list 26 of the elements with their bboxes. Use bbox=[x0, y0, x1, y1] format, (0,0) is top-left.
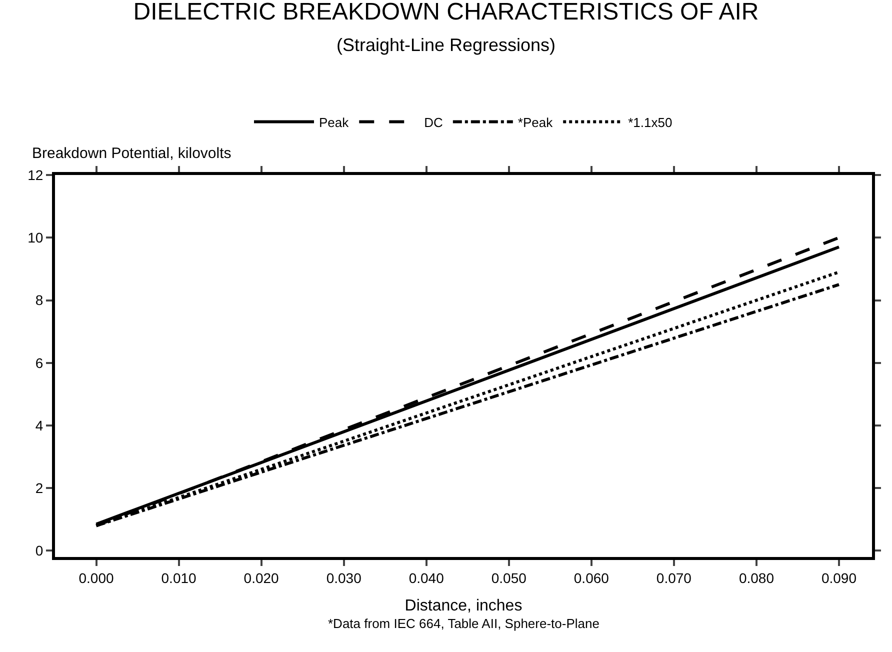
x-axis-title: Distance, inches bbox=[404, 598, 522, 614]
y-tick-label: 2 bbox=[35, 480, 44, 496]
x-tick-label: 0.020 bbox=[244, 570, 280, 586]
y-axis-title: Breakdown Potential, kilovolts bbox=[32, 145, 232, 162]
legend-label: Peak bbox=[319, 114, 350, 130]
y-tick-label: 6 bbox=[35, 354, 44, 371]
legend-label: DC bbox=[424, 114, 443, 130]
chart-title: DIELECTRIC BREAKDOWN CHARACTERISTICS OF AIR bbox=[133, 0, 759, 26]
y-tick-label: 0 bbox=[35, 542, 44, 559]
x-tick-label: 0.080 bbox=[738, 570, 774, 586]
y-tick-label: 12 bbox=[28, 166, 44, 183]
y-tick-label: 4 bbox=[35, 417, 44, 434]
x-tick-label: 0.060 bbox=[574, 570, 610, 586]
x-tick-label: 0.090 bbox=[821, 570, 857, 586]
legend-label: *1.1x50 bbox=[628, 114, 672, 130]
x-tick-label: 0.050 bbox=[491, 570, 527, 586]
text: *Data from IEC 664, Table AII, Sphere-to-Plane bbox=[328, 616, 600, 631]
legend-label: *Peak bbox=[518, 114, 554, 130]
x-tick-label: 0.070 bbox=[656, 570, 692, 586]
x-tick-label: 0.030 bbox=[326, 570, 362, 586]
y-tick-label: 8 bbox=[35, 292, 44, 308]
x-tick-label: 0.040 bbox=[408, 570, 444, 586]
x-tick-label: 0.000 bbox=[78, 570, 114, 586]
x-tick-label: 0.010 bbox=[161, 570, 197, 586]
chart-subtitle: (Straight-Line Regressions) bbox=[336, 34, 556, 55]
y-tick-label: 10 bbox=[28, 230, 44, 246]
